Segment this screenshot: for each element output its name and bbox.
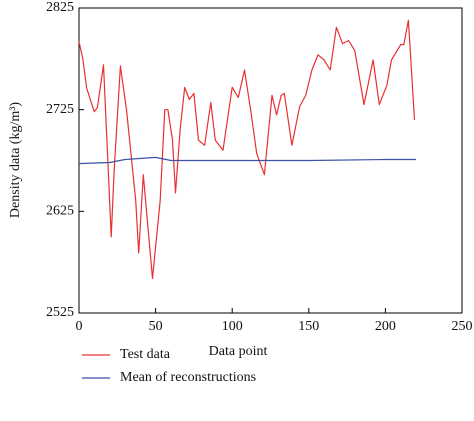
x-tick-label: 250 [452,319,473,334]
y-axis-title: Density data (kg/m³) [8,102,23,219]
x-tick-label: 0 [76,319,83,334]
y-tick-label: 2725 [46,102,74,117]
y-tick-label: 2825 [46,0,74,15]
y-tick-label: 2525 [46,305,74,320]
legend-label: Test data [120,347,171,362]
y-tick-label: 2625 [46,204,74,219]
data-line [78,156,416,165]
plot-frame [78,7,463,314]
legend-label: Mean of reconstructions [120,370,256,385]
data-line [78,19,416,279]
x-axis-title: Data point [209,344,268,359]
x-tick-label: 50 [149,319,163,334]
x-tick-label: 200 [375,319,396,334]
x-tick-label: 150 [298,319,319,334]
x-tick-label: 100 [222,319,243,334]
